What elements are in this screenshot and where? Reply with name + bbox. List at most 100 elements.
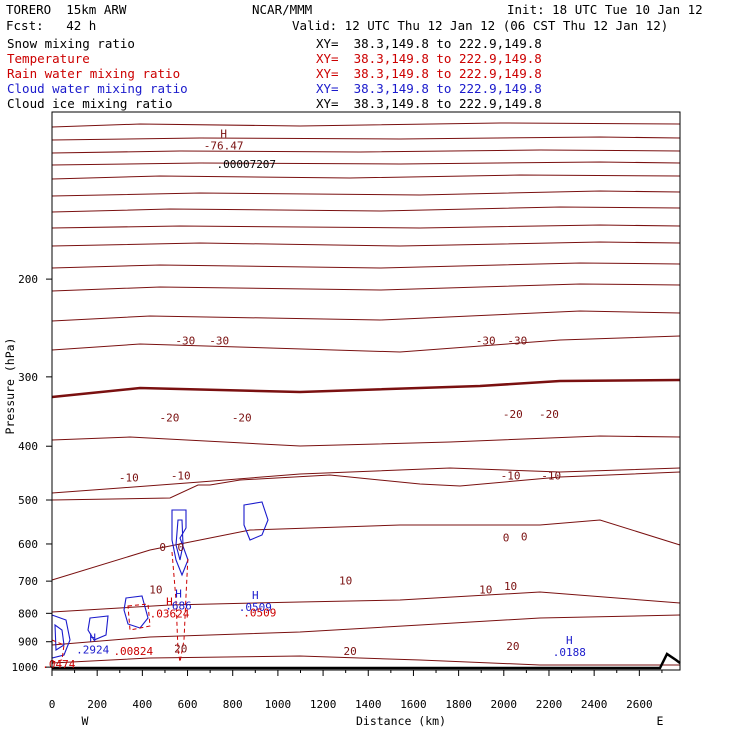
extremum-value-4: .03624 <box>150 607 190 620</box>
isotherm-label-21: 20 <box>174 642 187 655</box>
extremum-value-3: .686 <box>165 600 192 613</box>
isotherm-label-17: 10 <box>149 583 162 596</box>
x-tick-label-1800: 1800 <box>445 698 472 711</box>
extremum-value-7: .2924 <box>76 644 109 657</box>
isotherm-label-10: -10 <box>171 470 191 483</box>
isotherm-label-3: -30 <box>476 335 496 348</box>
x-tick-label-600: 600 <box>178 698 198 711</box>
extremum-value-10: .0188 <box>553 646 586 659</box>
y-tick-label-900: 900 <box>18 636 38 649</box>
isotherm-line-19 <box>51 591 681 613</box>
isotherm-label-16: 0 <box>521 531 528 544</box>
east-label: E <box>657 714 664 728</box>
isotherm-label-12: -10 <box>541 470 561 483</box>
isotherm-line-7 <box>51 206 681 213</box>
extremum-mark-7: H <box>89 632 96 645</box>
x-tick-label-400: 400 <box>132 698 152 711</box>
y-tick-label-800: 800 <box>18 607 38 620</box>
isotherm-line-16 <box>51 467 681 494</box>
isotherm-line-4 <box>51 161 681 166</box>
isotherm-line-9 <box>51 241 681 247</box>
legend-cloud-ice-xy: XY= 38.3,149.8 to 222.9,149.8 <box>316 96 542 111</box>
isotherm-label-13: 0 <box>159 541 166 554</box>
cloud-water-contour-2 <box>175 519 184 561</box>
isotherm-line-18 <box>51 519 681 581</box>
y-tick-label-1000: 1000 <box>12 661 39 674</box>
isotherm-label-15: 0 <box>503 531 510 544</box>
model-name: TORERO 15km ARW <box>6 2 127 17</box>
extremum-value-1: -76.47 <box>204 140 244 153</box>
isotherm-label-9: -10 <box>119 471 139 484</box>
isotherm-label-4: -30 <box>507 335 527 348</box>
extremum-value-9: .0474 <box>42 658 75 671</box>
x-tick-label-200: 200 <box>87 698 107 711</box>
cloud-water-contour-7 <box>54 623 65 651</box>
plot-frame <box>51 111 681 671</box>
y-tick-label-500: 500 <box>18 494 38 507</box>
isotherm-line-6 <box>51 190 681 197</box>
plot-frame-box <box>51 111 681 671</box>
legend-snow-xy: XY= 38.3,149.8 to 222.9,149.8 <box>316 36 542 51</box>
isotherm-label-19: 10 <box>479 583 492 596</box>
x-tick-label-1400: 1400 <box>355 698 382 711</box>
organization: NCAR/MMM <box>252 2 313 17</box>
legend-snow-label: Snow mixing ratio <box>7 36 135 51</box>
isotherm-label-2: -30 <box>209 335 229 348</box>
isotherm-line-2 <box>51 136 681 141</box>
cloud-water-contour-5 <box>87 615 109 641</box>
isotherm-line-8 <box>51 224 681 229</box>
valid-time: Valid: 12 UTC Thu 12 Jan 12 (06 CST Thu … <box>292 18 669 33</box>
isotherm-line-15 <box>51 435 681 447</box>
forecast-hour: Fcst: 42 h <box>6 18 97 33</box>
x-tick-label-2000: 2000 <box>491 698 518 711</box>
rain-water-contour-1 <box>171 551 189 663</box>
legend-temperature-xy: XY= 38.3,149.8 to 222.9,149.8 <box>316 51 542 66</box>
x-tick-label-0: 0 <box>49 698 56 711</box>
isotherm-line-3 <box>51 149 681 154</box>
isotherm-line-17 <box>51 471 681 501</box>
isotherm-line-1 <box>51 122 681 128</box>
isotherm-label-6: -20 <box>232 411 252 424</box>
isotherm-label-14: 0 <box>177 541 184 554</box>
legend-rain-label: Rain water mixing ratio <box>7 66 181 81</box>
freezing-level-line <box>51 378 681 399</box>
y-tick-label-600: 600 <box>18 538 38 551</box>
extremum-mark-5: H <box>252 589 259 602</box>
isotherm-label-5: -20 <box>160 411 180 424</box>
x-tick-label-2200: 2200 <box>536 698 563 711</box>
isotherm-line-10 <box>51 262 681 269</box>
x-axis-label: Distance (km) <box>356 714 446 728</box>
isotherm-line-21 <box>51 655 680 666</box>
rain-water-contour-2 <box>127 603 151 631</box>
legend-cloud-ice-label: Cloud ice mixing ratio <box>7 96 173 111</box>
extremum-value-5: .0509 <box>239 601 272 614</box>
west-label: W <box>82 714 89 728</box>
extremum-mark-10: H <box>566 634 573 647</box>
cloud-water-contour-3 <box>243 501 269 541</box>
isotherm-label-18: 10 <box>339 574 352 587</box>
contour-labels: -30 -30 -30 -30-20 -20 -20 -20-10 -10 -10 -100 00 0… <box>42 128 586 672</box>
legend-cloud-water-xy: XY= 38.3,149.8 to 222.9,149.8 <box>316 81 542 96</box>
x-tick-label-1000: 1000 <box>265 698 292 711</box>
x-tick-label-1200: 1200 <box>310 698 337 711</box>
extremum-value-2: .00007207 <box>216 158 276 171</box>
y-axis-label: Pressure (hPa) <box>3 338 17 435</box>
isotherm-label-1: -30 <box>175 335 195 348</box>
extremum-value-6: .0509 <box>243 606 276 619</box>
isotherm-line-13 <box>51 335 681 353</box>
cloud-water-contour-6 <box>51 614 71 659</box>
legend-temperature-label: Temperature <box>7 51 90 66</box>
extremum-mark-1: H <box>220 128 227 141</box>
isotherm-line-5 <box>51 174 681 180</box>
y-tick-label-400: 400 <box>18 440 38 453</box>
extremum-value-8: .00824 <box>113 645 153 658</box>
isotherm-label-7: -20 <box>503 408 523 421</box>
cloud-water-contour-4 <box>123 595 149 629</box>
init-time: Init: 18 UTC Tue 10 Jan 12 <box>507 2 703 17</box>
isotherm-label-11: -10 <box>501 470 521 483</box>
legend-cloud-water-label: Cloud water mixing ratio <box>7 81 188 96</box>
isotherm-line-12 <box>51 310 681 322</box>
contour-lines <box>51 122 681 670</box>
